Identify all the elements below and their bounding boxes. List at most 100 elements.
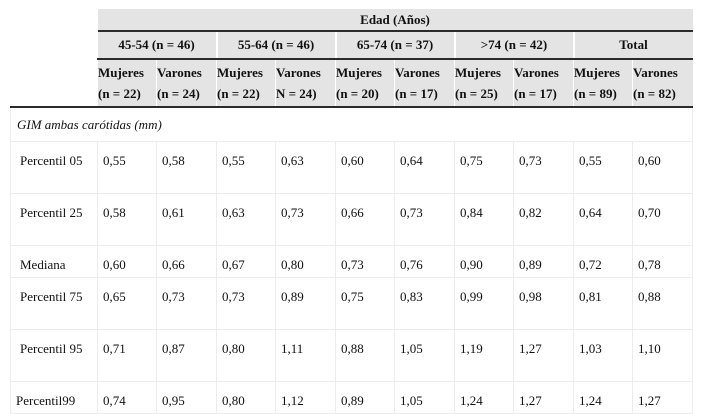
table-cell: 0,80	[216, 329, 276, 382]
sex-label: Mujeres	[98, 65, 144, 80]
sex-label: Mujeres	[336, 65, 382, 80]
table-cell: 0,72	[573, 245, 633, 278]
table-cell: 0,75	[335, 277, 395, 330]
table-cell: 0,89	[275, 277, 336, 330]
sex-label: Mujeres	[217, 65, 263, 80]
table-cell: 0,55	[573, 141, 633, 194]
header-corner	[10, 9, 98, 31]
table-row: Percentil 75 0,65 0,73 0,73 0,89 0,75 0,…	[10, 277, 694, 330]
table-cell: 0,71	[97, 329, 157, 382]
sex-label: Varones	[514, 65, 559, 80]
table-cell: 0,70	[631, 193, 694, 246]
sample-size: (n = 25)	[455, 86, 498, 101]
header-row-age: Edad (Años)	[10, 9, 693, 31]
table-cell: 0,73	[156, 277, 217, 330]
table-cell: 0,63	[216, 193, 276, 246]
table-cell: 0,64	[573, 193, 633, 246]
sample-size: (n = 17)	[514, 86, 557, 101]
table-cell: 0,73	[216, 277, 276, 330]
table-cell: 0,78	[631, 245, 694, 278]
table-cell: 0,73	[275, 193, 336, 246]
table-cell: 0,60	[97, 245, 157, 278]
table-row: Percentil 05 0,55 0,58 0,55 0,63 0,60 0,…	[10, 141, 694, 194]
table-cell: 1,03	[573, 329, 633, 382]
table-cell: 0,61	[156, 193, 217, 246]
sex-label: Mujeres	[574, 65, 620, 80]
sex-column-header: Varones N = 24)	[275, 59, 336, 107]
sample-size: (n = 24)	[157, 86, 200, 101]
table-cell: 1,10	[631, 329, 694, 382]
table-cell: 0,88	[631, 277, 694, 330]
sex-label: Varones	[157, 65, 202, 80]
table-cell: 0,99	[454, 277, 514, 330]
table-cell: 0,88	[335, 329, 395, 382]
table-cell: 0,87	[156, 329, 217, 382]
header-row-groups: 45-54 (n = 46) 55-64 (n = 46) 65-74 (n =…	[10, 30, 693, 60]
table-cell: 1,19	[454, 329, 514, 382]
table-cell: 0,60	[631, 141, 694, 194]
gim-percentile-table: Edad (Años) 45-54 (n = 46) 55-64 (n = 46…	[9, 9, 694, 414]
table-cell: 0,58	[97, 193, 157, 246]
sex-column-header: Mujeres (n = 22)	[216, 59, 276, 107]
table-cell: 0,76	[394, 245, 455, 278]
table-cell: 0,73	[335, 245, 395, 278]
header-corner	[10, 31, 98, 59]
table-row: Mediana 0,60 0,66 0,67 0,80 0,73 0,76 0,…	[10, 245, 694, 278]
row-label: Percentil 75	[10, 277, 98, 330]
table-cell: 1,27	[513, 329, 574, 382]
sex-column-header: Mujeres (n = 89)	[573, 59, 633, 107]
table-cell: 1,05	[394, 329, 455, 382]
table-cell: 0,80	[275, 245, 336, 278]
table-cell: 0,66	[156, 245, 217, 278]
table-cell: 0,82	[513, 193, 574, 246]
sex-column-header: Varones (n = 82)	[631, 59, 693, 107]
row-label: Percentil 95	[10, 329, 98, 382]
sex-column-header: Mujeres (n = 25)	[454, 59, 514, 107]
sample-size: (n = 17)	[395, 86, 438, 101]
table-cell: 0,75	[454, 141, 514, 194]
row-label: Percentil 05	[10, 141, 98, 194]
sample-size: (n = 89)	[574, 86, 617, 101]
row-label: Mediana	[10, 245, 98, 278]
table-cell: 0,89	[513, 245, 574, 278]
sex-column-header: Varones (n = 17)	[513, 59, 574, 107]
table-cell: 0,83	[394, 277, 455, 330]
table-cell: 0,64	[394, 141, 455, 194]
table-cell: 0,73	[513, 141, 574, 194]
section-label: GIM ambas carótidas (mm)	[9, 106, 694, 142]
section-row: GIM ambas carótidas (mm)	[9, 106, 694, 142]
table-cell: 0,98	[513, 277, 574, 330]
table-row: Percentil99 0,74 0,95 0,80 1,12 0,89 1,0…	[10, 381, 694, 414]
sex-label: Varones	[395, 65, 440, 80]
sample-size: (n = 22)	[98, 86, 141, 101]
table-cell: 0,67	[216, 245, 276, 278]
sample-size: N = 24)	[276, 86, 317, 101]
sex-label: Varones	[633, 65, 678, 80]
sex-column-header: Varones (n = 17)	[394, 59, 455, 107]
table-cell: 0,60	[335, 141, 395, 194]
table-cell: 0,90	[454, 245, 514, 278]
table-cell: 0,55	[97, 141, 157, 194]
table-cell: 0,58	[156, 141, 217, 194]
table-cell: 0,66	[335, 193, 395, 246]
sex-column-header: Mujeres (n = 22)	[97, 59, 157, 107]
age-group-header: 65-74 (n = 37)	[334, 30, 455, 60]
table-cell: 0,81	[573, 277, 633, 330]
age-group-header: >74 (n = 42)	[453, 30, 574, 60]
sample-size: (n = 82)	[633, 86, 676, 101]
row-label: Percentil 25	[10, 193, 98, 246]
table-cell: 1,11	[275, 329, 336, 382]
table-cell: 0,73	[394, 193, 455, 246]
sex-column-header: Varones (n = 24)	[156, 59, 217, 107]
sex-label: Mujeres	[455, 65, 501, 80]
age-group-header: 45-54 (n = 46)	[97, 30, 217, 60]
sample-size: (n = 20)	[336, 86, 379, 101]
table-cell: 0,65	[97, 277, 157, 330]
sex-column-header: Mujeres (n = 20)	[335, 59, 395, 107]
table-cell: 0,55	[216, 141, 276, 194]
age-group-header: Total	[572, 30, 693, 60]
age-group-header: 55-64 (n = 46)	[215, 30, 336, 60]
table-cell: 0,84	[454, 193, 514, 246]
table-cell: 0,63	[275, 141, 336, 194]
sex-label: Varones	[276, 65, 321, 80]
